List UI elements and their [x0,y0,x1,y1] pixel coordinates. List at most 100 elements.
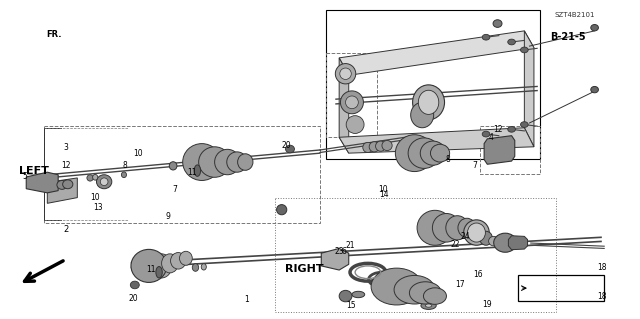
Polygon shape [339,31,534,75]
Ellipse shape [276,204,287,215]
Text: 24: 24 [461,232,470,241]
Text: 23: 23 [334,247,344,256]
Ellipse shape [426,304,432,307]
Ellipse shape [100,178,108,186]
Text: 12: 12 [493,125,502,134]
Ellipse shape [369,142,380,152]
Text: 17: 17 [456,279,465,288]
Polygon shape [524,31,534,147]
Ellipse shape [520,47,528,53]
Ellipse shape [363,142,373,152]
Ellipse shape [198,147,230,177]
Text: 7: 7 [472,161,477,170]
Ellipse shape [424,288,447,304]
Text: LEFT: LEFT [19,166,49,176]
Text: 16: 16 [474,270,483,279]
Ellipse shape [339,290,352,302]
Text: 10: 10 [378,185,387,194]
Ellipse shape [467,223,485,242]
Ellipse shape [458,218,476,237]
Ellipse shape [63,180,73,189]
Ellipse shape [97,175,112,189]
Ellipse shape [520,122,528,127]
Text: 14: 14 [379,190,388,199]
Polygon shape [508,236,527,250]
Ellipse shape [335,63,356,84]
Ellipse shape [352,291,365,298]
Text: 5: 5 [22,173,28,182]
Text: RIGHT: RIGHT [285,264,323,274]
Ellipse shape [410,282,442,304]
Ellipse shape [171,253,186,269]
Ellipse shape [420,141,446,165]
Ellipse shape [433,213,461,242]
Ellipse shape [214,149,240,175]
Ellipse shape [182,144,221,181]
Ellipse shape [131,281,140,289]
Text: 10: 10 [133,149,143,158]
Text: 3: 3 [63,143,68,152]
Ellipse shape [479,231,492,245]
Ellipse shape [482,34,490,40]
Bar [518,275,604,301]
Ellipse shape [446,216,468,240]
Polygon shape [339,58,349,153]
Text: B-21-5: B-21-5 [550,32,586,42]
Polygon shape [321,249,349,270]
Ellipse shape [394,275,435,304]
Text: 19: 19 [483,300,492,309]
Ellipse shape [376,141,386,151]
Ellipse shape [408,138,440,168]
Text: 2: 2 [63,225,68,234]
Ellipse shape [93,174,98,180]
Ellipse shape [411,102,434,128]
Ellipse shape [431,144,450,162]
Text: 18: 18 [598,263,607,272]
Polygon shape [47,178,77,203]
Ellipse shape [179,251,192,265]
Text: 1: 1 [244,295,249,304]
Ellipse shape [87,175,93,181]
Ellipse shape [419,90,439,115]
Text: 22: 22 [451,240,460,249]
Text: 4: 4 [489,133,493,142]
Ellipse shape [493,233,516,252]
Ellipse shape [346,116,364,133]
Ellipse shape [170,162,177,170]
Text: 6: 6 [342,247,347,256]
Ellipse shape [413,85,445,120]
Bar [479,126,540,174]
Ellipse shape [285,145,294,153]
Text: 13: 13 [93,203,103,211]
Ellipse shape [201,264,206,270]
Ellipse shape [421,302,436,309]
Ellipse shape [122,172,127,178]
Ellipse shape [591,25,598,31]
Polygon shape [26,172,58,193]
Ellipse shape [346,96,358,109]
Ellipse shape [131,249,167,282]
Ellipse shape [382,140,392,151]
Ellipse shape [156,267,163,278]
Polygon shape [484,136,515,164]
Ellipse shape [482,131,490,137]
Ellipse shape [340,68,351,79]
Text: 11: 11 [188,168,197,177]
Ellipse shape [152,254,172,278]
Text: 7: 7 [172,185,177,194]
Bar [275,197,556,312]
Ellipse shape [162,254,178,273]
Text: 20: 20 [129,294,138,303]
Ellipse shape [227,152,247,172]
Bar [44,126,320,223]
Ellipse shape [591,86,598,93]
Ellipse shape [508,39,515,45]
Text: 11: 11 [146,264,156,274]
Text: 15: 15 [346,301,355,310]
Ellipse shape [417,210,453,245]
Polygon shape [339,128,534,153]
Bar [326,10,540,160]
Ellipse shape [340,91,364,114]
Text: 8: 8 [445,155,450,164]
Ellipse shape [464,220,489,245]
